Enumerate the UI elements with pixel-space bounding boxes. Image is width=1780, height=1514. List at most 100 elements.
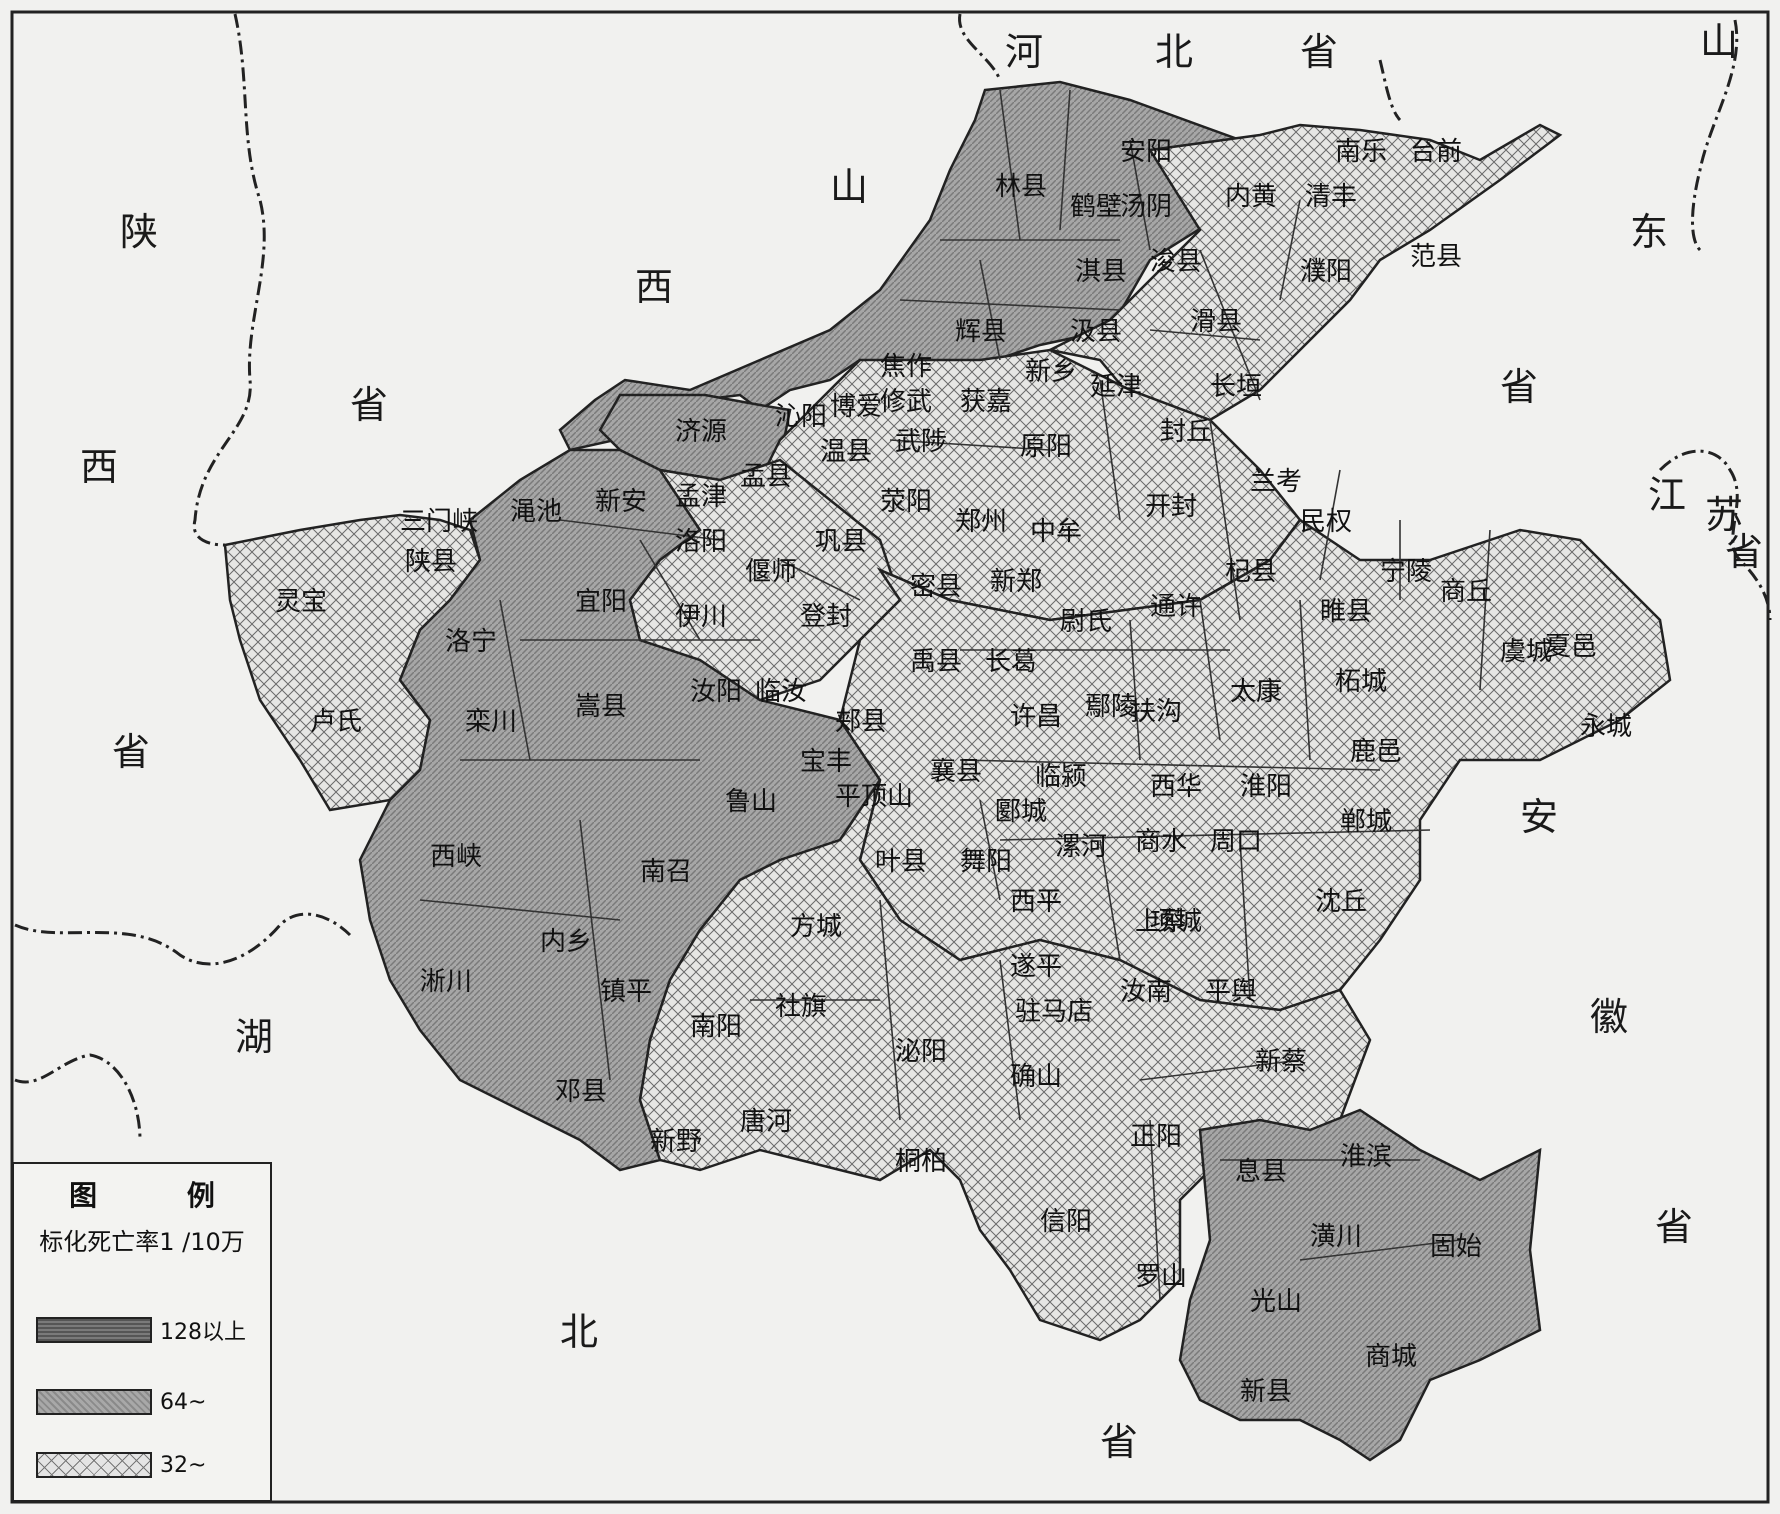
legend-item-64: 64~ bbox=[36, 1389, 206, 1415]
county-label: 西峡 bbox=[430, 842, 482, 872]
county-label: 永城 bbox=[1580, 712, 1632, 742]
province-label-jiangsu-2: 苏 bbox=[1705, 493, 1743, 537]
province-label-hubei-2: 北 bbox=[560, 1310, 598, 1354]
county-label: 偃师 bbox=[745, 557, 797, 587]
county-label: 临汝 bbox=[755, 677, 807, 707]
county-label: 光山 bbox=[1250, 1287, 1302, 1317]
legend-item-128: 128以上 bbox=[36, 1314, 246, 1346]
legend-label-64: 64~ bbox=[160, 1389, 207, 1415]
county-label: 南乐 bbox=[1335, 137, 1387, 167]
county-label: 信阳 bbox=[1040, 1207, 1092, 1237]
province-label-jiangsu-1: 江 bbox=[1648, 473, 1686, 517]
province-label-hebei-2: 北 bbox=[1155, 30, 1193, 74]
county-label: 项城 bbox=[1150, 907, 1202, 937]
county-label: 洛阳 bbox=[675, 527, 727, 557]
county-label: 兰考 bbox=[1250, 467, 1302, 497]
county-label: 杞县 bbox=[1225, 557, 1277, 587]
province-label-shanxi-3: 省 bbox=[350, 383, 388, 427]
county-label: 鄢陵 bbox=[1085, 692, 1137, 722]
legend-subtitle: 标化死亡率1 /10万 bbox=[39, 1228, 245, 1256]
legend-swatch-mid bbox=[36, 1389, 152, 1415]
province-label-shaanxi-1: 陕 bbox=[120, 210, 158, 254]
county-label: 夏邑 bbox=[1545, 632, 1597, 662]
province-label-shandong-1: 山 bbox=[1700, 20, 1738, 64]
county-label: 原阳 bbox=[1020, 432, 1072, 462]
county-label: 虞城 bbox=[1500, 637, 1552, 667]
county-label: 获嘉 bbox=[960, 387, 1012, 417]
county-label: 济源 bbox=[675, 417, 727, 447]
county-label: 范县 bbox=[1410, 242, 1462, 272]
county-label: 商丘 bbox=[1440, 577, 1492, 607]
county-label: 淮阳 bbox=[1240, 772, 1292, 802]
legend-label-128: 128以上 bbox=[160, 1320, 246, 1345]
county-label: 封丘 bbox=[1160, 417, 1212, 447]
county-label: 渑池 bbox=[510, 497, 562, 527]
county-label: 温县 bbox=[820, 437, 872, 467]
legend: 图 例 标化死亡率1 /10万 128以上 64~ 32~ bbox=[12, 1162, 272, 1502]
county-label: 禹县 bbox=[910, 647, 962, 677]
county-label: 息县 bbox=[1235, 1157, 1287, 1187]
map-border bbox=[10, 10, 1770, 1504]
legend-title: 图 例 bbox=[69, 1179, 255, 1212]
province-label-anhui-2: 徽 bbox=[1590, 995, 1628, 1039]
county-label: 洛宁 bbox=[445, 627, 497, 657]
county-label: 叶县 bbox=[875, 847, 927, 877]
county-label: 正阳 bbox=[1130, 1122, 1182, 1152]
province-label-jiangsu-3: 省 bbox=[1725, 530, 1763, 574]
county-label: 临颍 bbox=[1035, 762, 1087, 792]
county-label: 新安 bbox=[595, 487, 647, 517]
county-label: 鹿邑 bbox=[1350, 737, 1402, 767]
county-label: 宁陵 bbox=[1380, 557, 1432, 587]
county-label: 许昌 bbox=[1010, 702, 1062, 732]
county-label: 汝南 bbox=[1120, 977, 1172, 1007]
legend-item-32: 32~ bbox=[36, 1452, 206, 1478]
province-label-shandong-3: 省 bbox=[1500, 365, 1538, 409]
province-label-anhui-3: 省 bbox=[1655, 1205, 1693, 1249]
province-label-hebei-1: 河 bbox=[1005, 30, 1043, 74]
county-label: 孟津 bbox=[675, 482, 727, 512]
county-label: 滑县 bbox=[1190, 307, 1242, 337]
county-label: 中牟 bbox=[1030, 517, 1082, 547]
county-label: 汲县 bbox=[1070, 317, 1122, 347]
province-boundaries bbox=[14, 13, 1772, 1141]
county-label: 台前 bbox=[1410, 137, 1462, 167]
county-label: 林县 bbox=[995, 172, 1047, 202]
county-label: 嵩县 bbox=[575, 692, 627, 722]
county-labels: 安阳 林县 鹤壁 汤阴 内黄 清丰 南乐 台前 淇县 浚县 濮阳 范县 辉县 汲… bbox=[275, 137, 1632, 1407]
province-label-shanxi-1: 山 bbox=[830, 165, 868, 209]
county-label: 唐河 bbox=[740, 1107, 792, 1137]
county-label: 太康 bbox=[1230, 677, 1282, 707]
county-label: 桐柏 bbox=[895, 1147, 947, 1177]
county-label: 商水 bbox=[1135, 827, 1187, 857]
county-label: 宝丰 bbox=[800, 747, 852, 777]
county-label: 博爱 bbox=[830, 392, 882, 422]
county-label: 柘城 bbox=[1335, 667, 1387, 697]
province-label-shaanxi-2: 西 bbox=[80, 445, 118, 489]
county-label: 平顶山 bbox=[835, 782, 913, 812]
county-label: 民权 bbox=[1300, 507, 1352, 537]
county-label: 新乡 bbox=[1025, 357, 1077, 387]
county-label: 沁阳 bbox=[775, 402, 827, 432]
county-label: 扶沟 bbox=[1130, 697, 1182, 727]
county-label: 西平 bbox=[1010, 887, 1062, 917]
county-label: 西华 bbox=[1150, 772, 1202, 802]
county-label: 浚县 bbox=[1150, 247, 1202, 277]
county-lines bbox=[419, 89, 1491, 1301]
county-label: 郑州 bbox=[955, 507, 1007, 537]
county-label: 荥阳 bbox=[880, 487, 932, 517]
county-label: 登封 bbox=[800, 602, 852, 632]
county-label: 汝阳 bbox=[690, 677, 742, 707]
legend-label-32: 32~ bbox=[160, 1452, 207, 1478]
county-label: 灵宝 bbox=[275, 587, 327, 617]
county-label: 濮阳 bbox=[1300, 257, 1352, 287]
county-label: 舞阳 bbox=[960, 847, 1012, 877]
county-label: 社旗 bbox=[775, 992, 827, 1022]
county-label: 鹤壁 bbox=[1070, 192, 1122, 222]
county-label: 郏县 bbox=[835, 707, 887, 737]
county-label: 淇县 bbox=[1075, 257, 1127, 287]
legend-swatch-high bbox=[36, 1317, 152, 1343]
county-label: 陕县 bbox=[405, 547, 457, 577]
county-label: 长葛 bbox=[985, 647, 1037, 677]
